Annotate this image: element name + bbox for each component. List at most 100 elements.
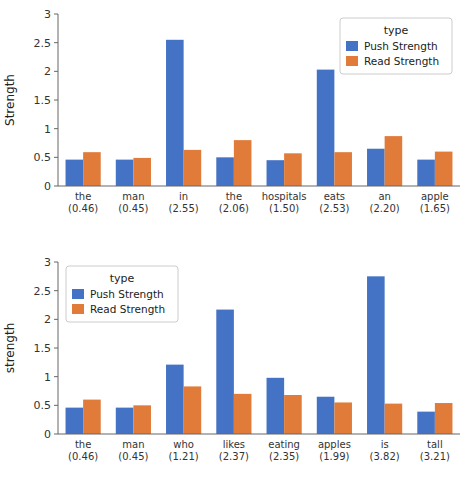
x-tick-label: likes(2.37) <box>219 439 249 462</box>
y-tick <box>54 319 58 320</box>
legend-title: type <box>384 24 409 37</box>
x-tick-label: hospitals(1.50) <box>262 191 307 214</box>
bar <box>334 402 352 434</box>
chart: 0 0.5 1 1.5 2 2.5 3 the(0.46) man(0.45) in(2.55) t… <box>0 0 472 494</box>
bar <box>385 136 403 186</box>
bar <box>66 408 84 434</box>
y-tick <box>54 348 58 349</box>
y-tick-label: 2.5 <box>34 285 52 298</box>
panel: 0 0.5 1 1.5 2 2.5 3 the(0.46) man(0.45) in(2.55) t… <box>3 8 460 214</box>
legend-label: Push Strength <box>90 288 164 300</box>
y-tick-label: 3 <box>44 8 51 21</box>
y-tick <box>54 42 58 43</box>
legend-title: type <box>110 272 135 285</box>
legend-swatch <box>72 289 84 299</box>
x-tick-label: in(2.55) <box>169 191 199 214</box>
y-axis-label: strength <box>3 323 17 374</box>
bar <box>284 153 302 186</box>
bar <box>367 149 385 186</box>
panel: 0 0.5 1 1.5 2 2.5 3 the(0.46) man(0.45) who(1.21)… <box>3 256 460 462</box>
y-tick <box>54 14 58 15</box>
bar <box>317 397 335 434</box>
y-axis-label: Strength <box>3 74 17 126</box>
legend: type Push Strength Read Strength <box>66 266 178 322</box>
y-tick <box>54 100 58 101</box>
y-axis <box>58 14 59 186</box>
y-tick <box>54 376 58 377</box>
bar <box>83 400 101 434</box>
legend-label: Read Strength <box>90 303 165 315</box>
x-tick-label: tall(3.21) <box>420 439 450 462</box>
bar <box>267 378 285 434</box>
x-tick-label: an(2.20) <box>370 191 400 214</box>
legend-swatch <box>346 56 358 66</box>
legend-swatch <box>72 304 84 314</box>
bar <box>234 394 252 434</box>
bar <box>133 405 151 434</box>
x-tick-label: apples(1.99) <box>318 439 351 462</box>
y-tick-label: 0 <box>44 180 51 193</box>
y-tick <box>54 186 58 187</box>
x-tick-label: apple(1.65) <box>420 191 450 214</box>
x-tick-label: eating(2.35) <box>268 439 300 462</box>
bar <box>184 150 202 186</box>
bar <box>417 160 435 186</box>
bar <box>66 160 84 186</box>
bar <box>435 152 453 186</box>
y-tick-label: 2.5 <box>34 37 52 50</box>
x-tick-label: who(1.21) <box>169 439 199 462</box>
bars <box>66 40 453 186</box>
bars <box>66 276 453 434</box>
legend: type Push Strength Read Strength <box>340 18 452 74</box>
x-tick-label: the(0.46) <box>68 439 98 462</box>
bar <box>317 70 335 186</box>
bar <box>417 412 435 434</box>
y-tick-label: 2 <box>44 65 51 78</box>
y-tick <box>54 262 58 263</box>
bar <box>216 157 234 186</box>
y-tick-label: 0 <box>44 428 51 441</box>
legend-label: Read Strength <box>364 55 439 67</box>
bar <box>367 276 385 434</box>
bar <box>267 160 285 186</box>
bar <box>166 40 184 186</box>
y-tick <box>54 434 58 435</box>
bar <box>435 403 453 434</box>
bar <box>385 404 403 434</box>
bar <box>334 152 352 186</box>
legend-box <box>66 266 178 322</box>
bar <box>284 395 302 434</box>
bar <box>216 310 234 434</box>
y-tick <box>54 157 58 158</box>
legend-label: Push Strength <box>364 40 438 52</box>
bar <box>83 152 101 186</box>
y-tick-label: 3 <box>44 256 51 269</box>
x-tick-label: the(2.06) <box>219 191 249 214</box>
legend-box <box>340 18 452 74</box>
x-axis <box>58 186 460 187</box>
bar <box>116 408 134 434</box>
y-tick-label: 1.5 <box>34 94 52 107</box>
y-tick <box>54 405 58 406</box>
y-axis <box>58 262 59 434</box>
x-tick-label: man(0.45) <box>118 191 148 214</box>
y-tick-label: 0.5 <box>34 151 52 164</box>
bar <box>116 160 134 186</box>
x-tick-label: is(3.82) <box>370 439 400 462</box>
bar <box>234 140 252 186</box>
bar <box>166 365 184 434</box>
y-tick-label: 2 <box>44 313 51 326</box>
y-tick-label: 1 <box>44 371 51 384</box>
bar <box>133 158 151 186</box>
y-tick <box>54 290 58 291</box>
y-tick-label: 0.5 <box>34 399 52 412</box>
x-tick-label: eats(2.53) <box>319 191 349 214</box>
x-tick-label: man(0.45) <box>118 439 148 462</box>
legend-swatch <box>346 41 358 51</box>
y-tick-label: 1.5 <box>34 342 52 355</box>
bar <box>184 386 202 434</box>
y-tick-label: 1 <box>44 123 51 136</box>
y-tick <box>54 128 58 129</box>
x-tick-label: the(0.46) <box>68 191 98 214</box>
y-tick <box>54 71 58 72</box>
